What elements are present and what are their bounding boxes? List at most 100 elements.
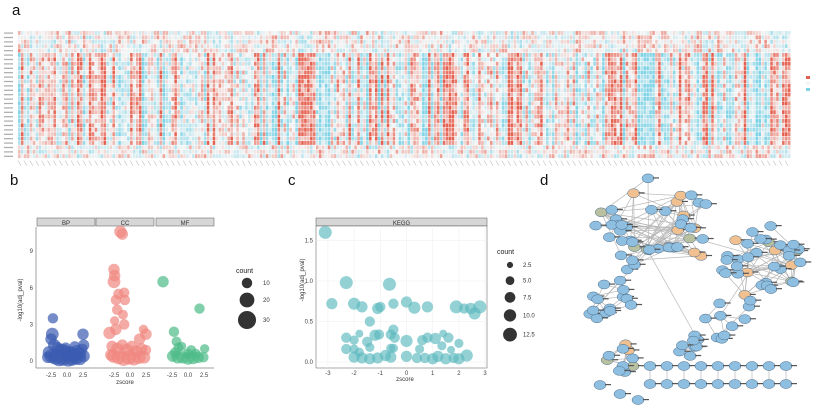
heatmap-cell [183, 110, 186, 115]
heatmap-cell [658, 101, 661, 106]
heatmap-cell [304, 31, 307, 35]
heatmap-cell [593, 70, 596, 75]
heatmap-cell [534, 39, 537, 44]
heatmap-cell [206, 97, 210, 101]
heatmap-cell [348, 61, 351, 66]
heatmap-cell [608, 53, 611, 57]
heatmap-cell [153, 35, 157, 40]
heatmap-cell [602, 101, 605, 106]
heatmap-cell [431, 66, 434, 71]
heatmap-cell [304, 61, 307, 66]
heatmap-cell [100, 97, 104, 101]
heatmap-cell [755, 83, 759, 88]
heatmap-cell [540, 88, 543, 93]
heatmap-cell [333, 79, 337, 84]
heatmap-cell [599, 101, 602, 106]
heatmap-cell [675, 70, 679, 75]
heatmap-cell [186, 44, 189, 49]
heatmap-cell [189, 57, 192, 62]
heatmap-cell [168, 110, 171, 115]
heatmap-cell [463, 66, 466, 71]
heatmap-cell [106, 83, 110, 88]
heatmap-cell [749, 110, 753, 115]
heatmap-cell [327, 83, 331, 88]
heatmap-cell [233, 101, 236, 106]
heatmap-cell [413, 35, 416, 40]
heatmap-cell [35, 97, 39, 101]
heatmap-cell [495, 66, 499, 71]
heatmap-cell [150, 61, 154, 66]
heatmap-cell [171, 88, 174, 93]
heatmap-cell [773, 79, 776, 84]
heatmap-cell [531, 97, 534, 101]
heatmap-cell [758, 48, 761, 53]
heatmap-cell [554, 35, 558, 40]
heatmap-cell [218, 61, 222, 66]
heatmap-cell [342, 92, 346, 97]
heatmap-cell [286, 66, 289, 71]
heatmap-cell [684, 31, 688, 35]
heatmap-cell [115, 88, 118, 93]
heatmap-cell [106, 105, 110, 110]
heatmap-cell [652, 83, 655, 88]
heatmap-cell [94, 101, 98, 106]
heatmap-cell [254, 70, 257, 75]
heatmap-cell [18, 66, 21, 71]
heatmap-cell [336, 70, 340, 75]
heatmap-cell [416, 66, 419, 71]
heatmap-cell [490, 70, 493, 75]
heatmap-cell [667, 110, 670, 115]
heatmap-cell [171, 83, 174, 88]
heatmap-cell [563, 31, 567, 35]
heatmap-cell [669, 88, 673, 93]
heatmap-cell [723, 83, 726, 88]
heatmap-cell [652, 79, 655, 84]
heatmap-cell [271, 79, 275, 84]
heatmap-cell [280, 57, 284, 62]
heatmap-cell [510, 105, 514, 110]
heatmap-cell [124, 57, 127, 62]
heatmap-cell [734, 31, 738, 35]
heatmap-cell [631, 31, 635, 35]
heatmap-cell [133, 83, 136, 88]
heatmap-cell [374, 110, 378, 115]
heatmap-cell [192, 57, 195, 62]
heatmap-cell [259, 105, 263, 110]
heatmap-cell [764, 48, 767, 53]
heatmap-cell [56, 70, 59, 75]
heatmap-cell [782, 105, 785, 110]
heatmap-cell [433, 105, 437, 110]
heatmap-cell [540, 57, 543, 62]
heatmap-cell [407, 66, 410, 71]
heatmap-cell [292, 48, 295, 53]
heatmap-cell [357, 39, 360, 44]
heatmap-cell [85, 48, 89, 53]
heatmap-cell [177, 39, 180, 44]
heatmap-cell [507, 70, 511, 75]
heatmap-cell [436, 66, 440, 71]
heatmap-cell [734, 35, 738, 40]
heatmap-cell [484, 66, 487, 71]
heatmap-cell [372, 66, 375, 71]
heatmap-cell [643, 48, 646, 53]
heatmap-cell [487, 61, 490, 66]
heatmap-cell [696, 83, 700, 88]
heatmap-cell [652, 92, 655, 97]
heatmap-cell [637, 48, 641, 53]
heatmap-cell [133, 70, 136, 75]
heatmap-cell [643, 61, 646, 66]
heatmap-cell [82, 53, 86, 57]
heatmap-cell [782, 110, 785, 115]
heatmap-cell [256, 31, 260, 35]
heatmap-cell [481, 53, 484, 57]
heatmap-cell [82, 48, 86, 53]
heatmap-cell [180, 57, 183, 62]
heatmap-cell [481, 39, 484, 44]
heatmap-cell [315, 97, 319, 101]
heatmap-cell [248, 48, 251, 53]
heatmap-cell [248, 83, 251, 88]
heatmap-cell [259, 88, 263, 93]
heatmap-cell [47, 44, 51, 49]
heatmap-cell [35, 75, 39, 79]
heatmap-cell [563, 97, 567, 101]
